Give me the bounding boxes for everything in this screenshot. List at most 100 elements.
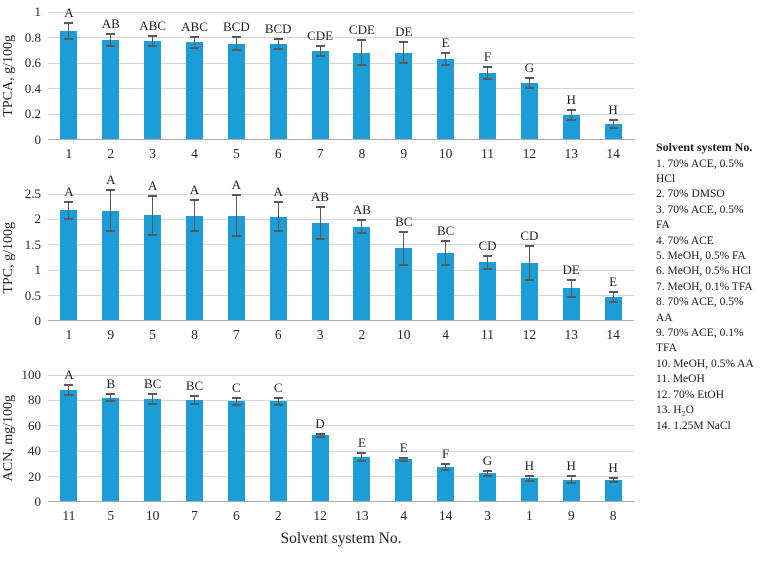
significance-letter: ABC — [139, 18, 167, 34]
significance-letter: E — [441, 34, 450, 50]
bar-solvent-11 — [479, 72, 496, 139]
error-bar-cap — [273, 403, 283, 406]
gridline — [48, 425, 634, 427]
x-tick-label: 12 — [522, 327, 537, 342]
gridline — [48, 400, 634, 402]
significance-letter: BCD — [264, 20, 292, 36]
error-bar-cap — [483, 65, 492, 68]
bar-solvent-11 — [479, 262, 496, 320]
plot-area-acn: A B BC BC C C D E E F G H H H — [48, 368, 634, 502]
error-bar-cap — [231, 235, 241, 238]
y-tick-label: 100 — [21, 367, 42, 382]
significance-letter: H — [608, 460, 618, 476]
significance-letter: A — [189, 182, 200, 198]
x-tick-label: 2 — [107, 146, 115, 161]
y-tick-label: 0.2 — [24, 106, 41, 122]
bar-solvent-1 — [60, 210, 78, 320]
panel-tpca: TPCA, g/100g 0 0.2 0.4 0.6 0.8 1 A AB ABC ABC BCD… — [0, 4, 634, 164]
error-bar — [487, 66, 488, 80]
error-bar — [528, 245, 530, 281]
error-bar-cap — [190, 36, 199, 39]
error-bar-cap — [357, 38, 367, 41]
error-bar — [570, 279, 572, 297]
gridline — [48, 475, 634, 477]
x-tick-label: 5 — [232, 146, 240, 161]
bar-solvent-11 — [60, 390, 78, 501]
error-bar — [612, 292, 614, 303]
error-bar-cap — [399, 41, 409, 44]
error-bar — [612, 478, 614, 483]
bar-solvent-1 — [520, 478, 538, 501]
gridline — [48, 12, 634, 13]
error-bar-cap — [273, 230, 283, 233]
error-bar — [487, 255, 488, 269]
legend-item: 5. MeOH, 0.5% FA — [656, 250, 746, 263]
x-tick-label: 5 — [107, 508, 115, 523]
gridline — [48, 450, 634, 452]
x-tick-label: 9 — [107, 327, 115, 342]
error-bar-cap — [608, 481, 618, 484]
y-tick-label: 0 — [34, 494, 42, 509]
error-bar — [235, 37, 237, 51]
bar-solvent-8 — [604, 480, 622, 501]
gridline — [48, 62, 634, 64]
error-bar — [403, 457, 405, 462]
bar-solvent-2 — [269, 401, 287, 501]
error-bar-cap — [566, 108, 576, 111]
y-axis-ticks-tpc: 0 0.5 1 1.5 2 2.5 — [18, 186, 48, 328]
bar-solvent-3 — [144, 41, 162, 139]
significance-letter: BC — [143, 375, 162, 391]
error-bar-cap — [608, 118, 618, 121]
significance-letter: E — [609, 274, 618, 290]
bar-solvent-1 — [60, 31, 78, 139]
error-bar-cap — [441, 469, 451, 472]
x-tick-label: 14 — [438, 508, 453, 523]
y-tick-label: 80 — [28, 392, 41, 408]
error-bar-cap — [106, 392, 116, 395]
legend-item: 7. MeOH, 0.1% TFA — [656, 280, 753, 293]
significance-letter: A — [273, 184, 283, 200]
y-axis-title-tpca: TPCA, g/100g — [1, 35, 16, 117]
y-tick-label: 1 — [34, 262, 42, 278]
bar-solvent-6 — [227, 401, 245, 501]
x-tick-label: 6 — [274, 327, 282, 342]
significance-letter: A — [147, 177, 158, 193]
gridline — [48, 375, 634, 376]
y-tick-label: 1 — [34, 4, 42, 19]
bar-solvent-10 — [437, 59, 455, 139]
error-bar-cap — [315, 55, 325, 58]
significance-letter: C — [273, 380, 283, 396]
x-tick-label: 7 — [191, 508, 198, 523]
error-bar-cap — [483, 267, 492, 270]
bar-solvent-12 — [520, 83, 538, 139]
x-tick-label: 7 — [316, 146, 324, 161]
error-bar — [570, 109, 572, 120]
error-bar-cap — [231, 404, 241, 407]
error-bar-cap — [441, 263, 451, 266]
x-tick-label: 13 — [564, 327, 578, 342]
error-bar — [68, 23, 70, 39]
error-bar-cap — [524, 479, 534, 482]
x-tick-label: 10 — [438, 146, 453, 161]
error-bar — [528, 475, 530, 481]
error-bar-cap — [483, 254, 492, 257]
gridline — [48, 113, 634, 115]
legend-item: 13. H₂O — [656, 404, 694, 417]
significance-letter: H — [608, 101, 618, 117]
error-bar-cap — [441, 240, 451, 243]
error-bar-cap — [231, 49, 241, 52]
significance-letter: H — [524, 457, 535, 473]
x-tick-label: 10 — [397, 327, 411, 342]
gridline — [48, 88, 634, 90]
significance-letter: CD — [520, 227, 539, 243]
y-tick-label: 20 — [28, 468, 41, 484]
plot-area-tpc: A A A A A A AB AB BC BC CD CD DE E — [48, 173, 634, 321]
x-tick-label: 4 — [442, 327, 450, 342]
y-axis-title-tpc: TPC, g/100g — [1, 221, 16, 294]
bar-solvent-3 — [479, 473, 496, 501]
x-tick-label: 8 — [609, 508, 617, 523]
error-bar — [319, 206, 321, 239]
error-bar-cap — [608, 301, 618, 304]
y-axis-title-acn: ACN, mg/100g — [1, 395, 16, 482]
